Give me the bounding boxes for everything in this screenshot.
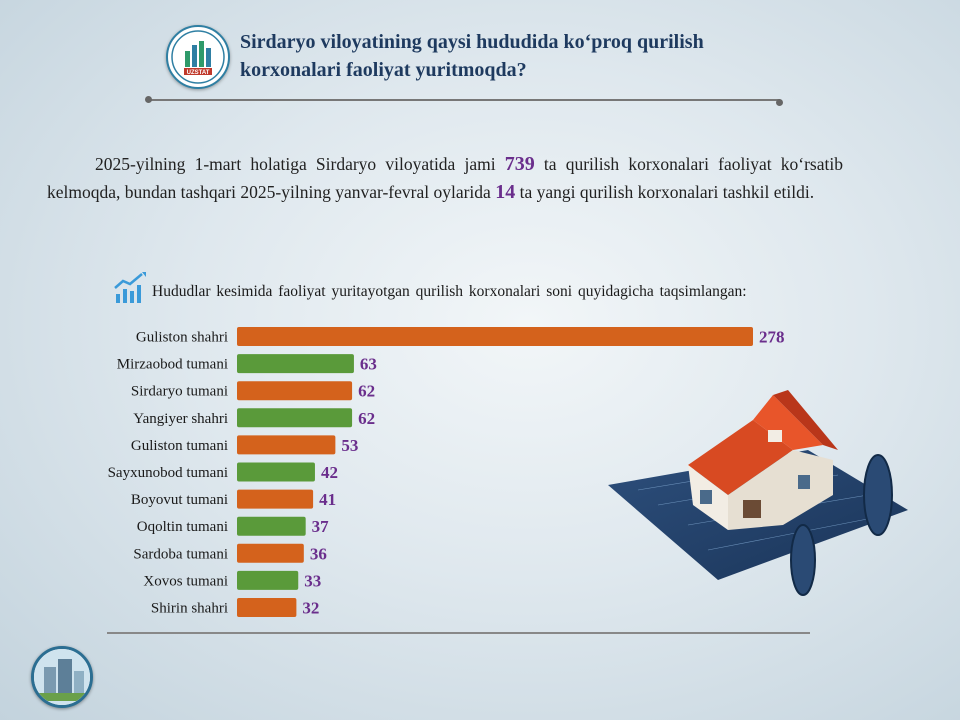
logo-text: UZSTAT: [187, 70, 210, 76]
chart-subheading: Hududlar kesimida faoliyat yuritayotgan …: [152, 283, 747, 300]
value-label: 36: [310, 544, 327, 563]
bar: [237, 354, 354, 374]
divider-dot-right: [776, 99, 783, 106]
value-label: 53: [341, 436, 358, 455]
intro-text-1: 2025-yilning 1-mart holatiga Sirdaryo vi…: [95, 154, 505, 174]
value-label: 62: [358, 382, 375, 401]
bar-chart: Guliston shahri 278 Mirzaobod tumani 63 Sird…: [108, 327, 785, 618]
value-label: 41: [319, 490, 336, 509]
title-line-1: Sirdaryo viloyatining qaysi hududida ko‘…: [240, 31, 704, 53]
category-label: Yangiyer shahri: [133, 411, 228, 427]
value-label: 32: [302, 599, 319, 618]
bar: [237, 516, 306, 536]
bar: [237, 408, 353, 428]
category-label: Boyovut tumani: [131, 492, 228, 508]
bar: [237, 462, 315, 482]
bar: [237, 381, 353, 401]
page-title: Sirdaryo viloyatining qaysi hududida ko‘…: [240, 28, 840, 84]
category-label: Sardoba tumani: [133, 546, 228, 562]
intro-paragraph: 2025-yilning 1-mart holatiga Sirdaryo vi…: [47, 150, 843, 206]
bar: [237, 598, 297, 617]
uzstat-logo: UZSTAT: [166, 25, 230, 89]
chart-baseline-divider: [107, 632, 810, 634]
value-label: 63: [360, 355, 377, 374]
value-label: 42: [321, 463, 338, 482]
value-label: 33: [304, 571, 321, 590]
category-label: Mirzaobod tumani: [117, 357, 228, 373]
new-count: 14: [495, 181, 516, 203]
category-label: Guliston tumani: [131, 438, 228, 454]
title-line-2: korxonalari faoliyat yuritmoqda?: [240, 59, 527, 81]
growth-chart-icon: [114, 272, 146, 303]
title-divider: [148, 99, 780, 101]
intro-text-3: ta yangi qurilish korxonalari tashkil et…: [515, 182, 815, 202]
category-label: Sirdaryo tumani: [131, 384, 228, 400]
bar: [237, 543, 304, 563]
value-label: 278: [759, 328, 785, 347]
house-blueprint-illustration: [608, 390, 908, 596]
uzstat-logo-icon: UZSTAT: [171, 30, 225, 84]
buildings-badge: [31, 646, 93, 708]
category-label: Oqoltin tumani: [137, 519, 228, 535]
bar: [237, 489, 314, 509]
value-label: 37: [312, 517, 330, 536]
total-count: 739: [504, 153, 535, 175]
bar: [237, 570, 299, 590]
category-label: Sayxunobod tumani: [108, 465, 228, 481]
category-label: Guliston shahri: [136, 330, 228, 346]
bar: [237, 435, 336, 455]
category-label: Xovos tumani: [143, 573, 228, 589]
intro-text-2: ta qurilish korxonalari faoliyat ko‘rsat…: [47, 154, 843, 202]
category-label: Shirin shahri: [151, 601, 228, 617]
divider-dot-left: [145, 96, 152, 103]
bar: [237, 327, 753, 346]
value-label: 62: [358, 409, 375, 428]
buildings-icon: [34, 649, 90, 705]
